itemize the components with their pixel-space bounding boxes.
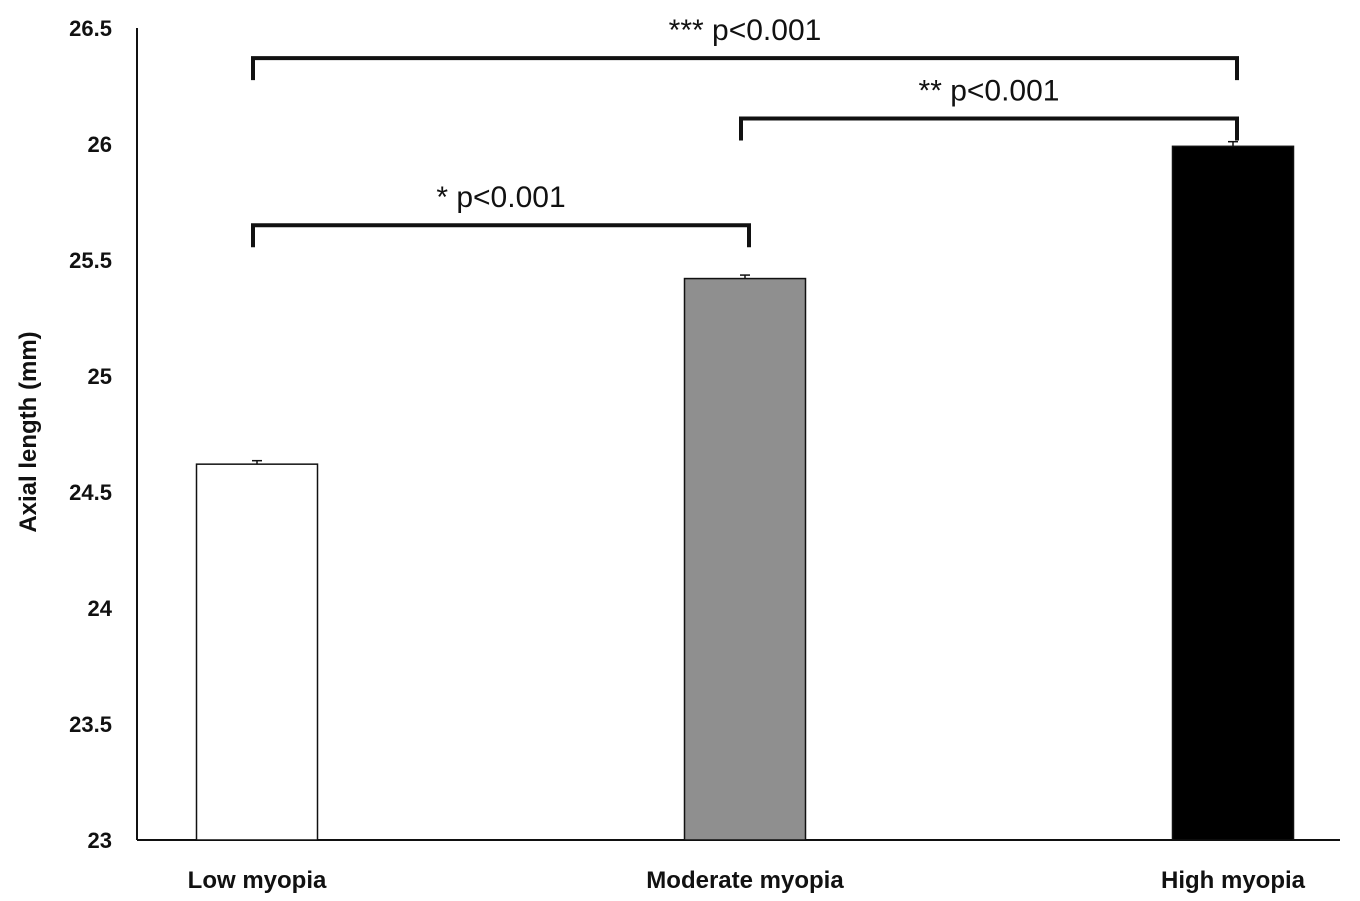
bars (195, 145, 1295, 841)
significance-bracket: * p<0.001 (251, 181, 751, 248)
significance-label: *** p<0.001 (669, 14, 822, 47)
significance-label: * p<0.001 (436, 181, 565, 214)
bar (683, 277, 807, 841)
y-tick-label: 25.5 (69, 248, 112, 273)
category-label: Low myopia (188, 867, 327, 894)
bracket-line (739, 116, 1239, 141)
significance-bracket: ** p<0.001 (739, 74, 1239, 141)
y-tick-label: 25 (88, 364, 112, 389)
error-bar (252, 459, 262, 465)
bar (1171, 145, 1295, 841)
category-label: High myopia (1161, 867, 1306, 894)
error-bars (252, 140, 1238, 465)
bracket-line (251, 223, 751, 248)
y-tick-labels: 23 23.5 24 24.5 25 25.5 26 26.5 (69, 16, 113, 853)
bar (195, 463, 319, 841)
y-axis-label: Axial length (mm) (15, 331, 42, 532)
y-tick-label: 26.5 (69, 16, 112, 41)
error-bar (740, 274, 750, 279)
y-tick-label: 26 (88, 132, 112, 157)
category-label: Moderate myopia (646, 867, 844, 894)
significance-annotations: * p<0.001 ** p<0.001 *** p<0.001 (251, 14, 1239, 248)
significance-bracket: *** p<0.001 (251, 14, 1239, 81)
y-tick-label: 24 (88, 596, 113, 621)
category-labels: Low myopia Moderate myopia High myopia (188, 867, 1306, 894)
y-tick-label: 23 (88, 828, 112, 853)
bracket-line (251, 56, 1239, 81)
y-tick-label: 23.5 (69, 712, 112, 737)
error-bar (1228, 140, 1238, 147)
significance-label: ** p<0.001 (919, 74, 1060, 107)
y-tick-label: 24.5 (69, 480, 112, 505)
